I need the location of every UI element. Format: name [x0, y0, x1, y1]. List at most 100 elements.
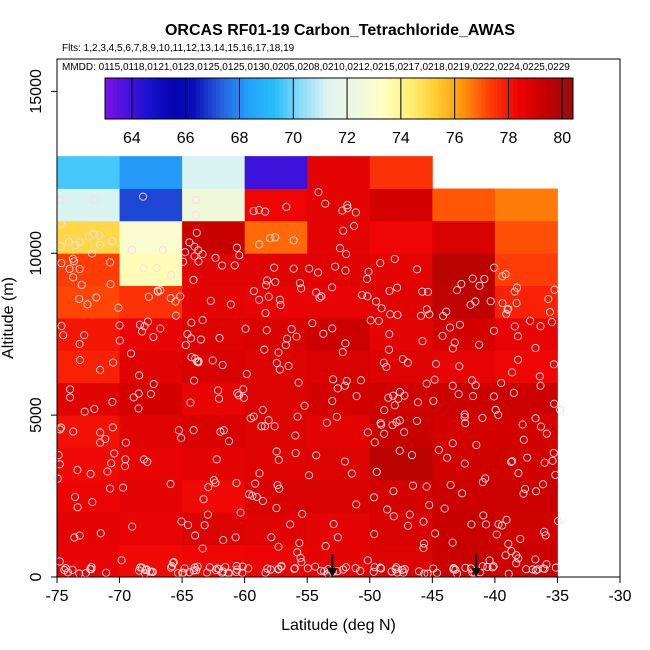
x-tick-label: -65 — [171, 588, 194, 605]
sample-point — [454, 390, 463, 399]
sample-point — [262, 326, 271, 335]
heatmap-cell — [307, 382, 371, 416]
sample-point — [166, 563, 176, 572]
sample-point — [481, 474, 490, 483]
sample-point — [319, 329, 328, 338]
heatmap-cell — [244, 447, 308, 481]
sample-point — [364, 267, 373, 276]
sample-point — [69, 427, 78, 436]
colorbar-segment — [311, 78, 316, 119]
colorbar-segment — [275, 78, 281, 119]
colorbar-segment — [267, 78, 273, 119]
colorbar-segment — [216, 78, 221, 119]
sample-point — [191, 195, 201, 205]
sample-point — [504, 304, 513, 313]
colorbar-segment — [239, 78, 245, 119]
sample-point — [385, 330, 394, 339]
sample-point — [211, 253, 220, 262]
colorbar-segment — [469, 78, 475, 119]
sample-point — [455, 320, 464, 329]
y-axis: 0 5000 10000 15000 — [28, 69, 57, 581]
sample-point — [321, 542, 330, 551]
sample-point — [316, 566, 325, 575]
colorbar-segment — [327, 78, 332, 119]
chart-title: ORCAS RF01-19 Carbon_Tetrachloride_AWAS — [165, 22, 515, 39]
colorbar-segment — [446, 78, 451, 119]
sample-point — [114, 303, 123, 312]
colorbar-segment — [220, 78, 225, 119]
sample-point — [425, 501, 434, 510]
sample-point — [213, 564, 222, 573]
sample-point — [192, 228, 201, 237]
sample-point — [405, 510, 414, 519]
sample-point — [376, 563, 385, 572]
sample-point — [214, 386, 223, 395]
sample-point — [249, 412, 258, 421]
sample-point — [156, 324, 165, 333]
colorbar-tick-label: 64 — [123, 130, 141, 147]
x-tick-label: -35 — [546, 588, 569, 605]
heatmap-cell — [182, 415, 246, 448]
sample-point — [389, 487, 398, 496]
sample-point — [176, 292, 185, 301]
sample-point — [341, 563, 350, 572]
sample-point — [189, 426, 198, 435]
sample-point — [349, 221, 359, 230]
sample-point — [372, 467, 381, 476]
sample-point — [483, 562, 492, 572]
colorbar-segment — [227, 78, 233, 119]
sample-point — [65, 264, 74, 273]
sample-point — [198, 544, 207, 553]
sample-point — [261, 308, 270, 318]
colorbar-segment — [287, 78, 292, 119]
sample-point — [386, 310, 395, 319]
sample-point — [531, 555, 540, 564]
sample-point — [450, 338, 459, 347]
sample-point — [504, 539, 513, 548]
sample-point — [73, 503, 82, 512]
heatmap-cell — [119, 188, 183, 222]
sample-point — [297, 284, 306, 293]
sample-point — [224, 437, 233, 446]
sample-point — [333, 533, 342, 542]
heatmap-cell — [244, 188, 308, 222]
sample-point — [96, 438, 105, 447]
heatmap-cell — [494, 382, 558, 416]
colorbar-segment — [438, 78, 443, 119]
heatmap-cells — [57, 156, 558, 578]
sample-point — [59, 331, 68, 340]
sample-point — [490, 263, 499, 272]
sample-point — [226, 300, 235, 309]
colorbar-segment — [434, 78, 439, 119]
sample-point — [55, 557, 64, 566]
sample-point — [57, 321, 66, 331]
sample-point — [362, 274, 372, 284]
colorbar-segment — [192, 78, 197, 119]
sample-point — [536, 322, 545, 331]
colorbar-segment — [212, 78, 217, 119]
colorbar-tick-label: 68 — [231, 130, 249, 147]
colorbar-segment — [354, 78, 360, 119]
sample-point — [419, 544, 428, 553]
colorbar-segment — [342, 78, 348, 119]
sample-point — [434, 445, 443, 455]
sample-point — [374, 316, 383, 325]
colorbar-segment — [243, 78, 249, 119]
colorbar-segment — [386, 78, 392, 119]
heatmap-cell — [119, 447, 183, 481]
sample-point — [190, 252, 199, 261]
sample-point — [414, 567, 424, 576]
sample-point — [248, 491, 257, 500]
sample-point — [138, 327, 147, 336]
sample-point — [203, 510, 212, 519]
sample-point — [84, 232, 93, 241]
heatmap-cell — [432, 350, 496, 384]
sample-point — [241, 324, 250, 333]
heatmap-cell — [494, 220, 558, 254]
colorbar-segment — [461, 78, 467, 119]
sample-point — [219, 536, 228, 545]
heatmap-cell — [57, 156, 120, 189]
sample-point — [108, 397, 117, 406]
sample-point — [400, 428, 409, 437]
colorbar-segment — [208, 78, 213, 119]
